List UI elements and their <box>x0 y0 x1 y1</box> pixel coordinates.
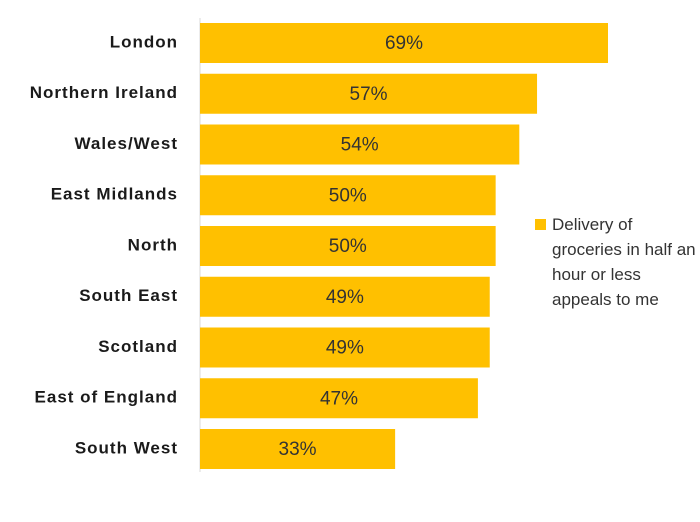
value-label: 49% <box>326 287 364 308</box>
bar <box>200 175 496 216</box>
legend-label: Delivery of groceries in half an hour or… <box>552 215 696 309</box>
category-label: South West <box>75 438 178 457</box>
value-label: 47% <box>320 388 358 409</box>
value-label: 57% <box>350 84 388 105</box>
legend-swatch <box>535 219 546 230</box>
bar <box>200 73 538 114</box>
bar <box>200 124 520 165</box>
value-label: 49% <box>326 338 364 359</box>
value-label: 69% <box>385 33 423 54</box>
category-label: South East <box>79 286 178 305</box>
bar <box>200 276 490 317</box>
legend: Delivery of groceries in half an hour or… <box>535 212 700 312</box>
value-label: 50% <box>329 236 367 257</box>
bar <box>200 23 608 63</box>
category-label: North <box>128 235 178 254</box>
category-label: Scotland <box>98 337 178 356</box>
category-label: London <box>110 32 178 51</box>
bar <box>200 378 478 419</box>
category-label: Wales/West <box>74 134 178 153</box>
bar <box>200 429 396 469</box>
bar <box>200 226 496 266</box>
value-label: 54% <box>341 135 379 156</box>
bar <box>200 327 490 368</box>
category-label: Northern Ireland <box>30 83 178 102</box>
value-label: 33% <box>279 439 317 460</box>
category-label: East Midlands <box>51 185 178 204</box>
value-label: 50% <box>329 185 367 206</box>
category-label: East of England <box>35 388 178 407</box>
